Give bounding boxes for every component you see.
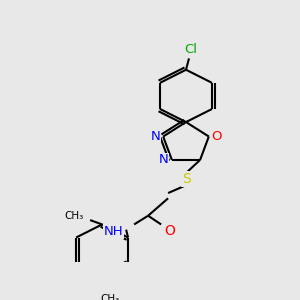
Text: NH: NH — [103, 225, 123, 238]
Text: CH₃: CH₃ — [100, 294, 120, 300]
Text: N: N — [150, 130, 160, 143]
Text: S: S — [182, 172, 190, 186]
Text: Cl: Cl — [184, 43, 197, 56]
Text: CH₃: CH₃ — [64, 211, 84, 221]
Text: O: O — [212, 130, 222, 143]
Text: O: O — [165, 224, 176, 238]
Text: N: N — [159, 153, 169, 167]
